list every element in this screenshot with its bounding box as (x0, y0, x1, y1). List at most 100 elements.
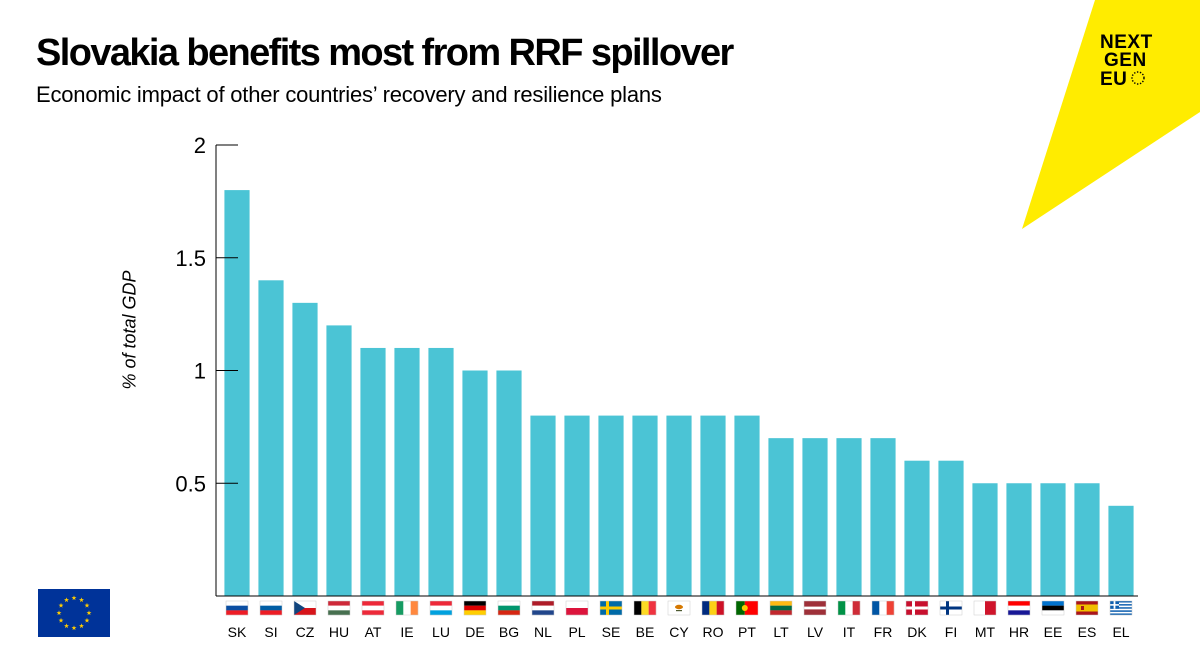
flag-pt-icon (735, 600, 759, 616)
flag-ie-icon (395, 600, 419, 616)
x-tick-label-at: AT (365, 624, 382, 640)
flag-es-icon (1075, 600, 1099, 616)
bar-cz (292, 302, 318, 596)
flag-fi-icon (939, 600, 963, 616)
flag-dk-icon (905, 600, 929, 616)
x-tick-label-hr: HR (1009, 624, 1029, 640)
logo-line-next: NEXT (1100, 32, 1153, 53)
eu-star-icon (58, 602, 64, 608)
y-tick-label: 1 (194, 359, 206, 384)
flag-mt-icon (973, 600, 997, 616)
flag-be-icon (633, 600, 657, 616)
x-tick-label-ro: RO (703, 624, 724, 640)
x-tick-label-fi: FI (945, 624, 957, 640)
flag-hr-icon (1007, 600, 1031, 616)
bar-sk (224, 190, 250, 596)
bar-lt (768, 438, 794, 596)
flag-lv-icon (803, 600, 827, 616)
bar-ro (700, 415, 726, 596)
bar-de (462, 370, 488, 596)
bar-hu (326, 325, 352, 596)
flag-nl-icon (531, 600, 555, 616)
x-tick-label-lt: LT (773, 624, 789, 640)
flag-bg-icon (497, 600, 521, 616)
logo-line-gen: GEN (1104, 50, 1147, 71)
x-tick-label-it: IT (843, 624, 856, 640)
x-tick-label-cy: CY (669, 624, 689, 640)
bar-bg (496, 370, 522, 596)
bar-hr (1006, 483, 1032, 596)
flag-cz-icon (293, 600, 317, 616)
x-tick-label-dk: DK (907, 624, 927, 640)
eu-star-icon (56, 610, 62, 616)
flag-ro-icon (701, 600, 725, 616)
bar-lu (428, 347, 454, 596)
y-tick-label: 0.5 (175, 471, 206, 496)
x-tick-label-lu: LU (432, 624, 450, 640)
x-tick-label-bg: BG (499, 624, 519, 640)
bar-cy (666, 415, 692, 596)
x-tick-label-pl: PL (568, 624, 585, 640)
x-tick-label-hu: HU (329, 624, 349, 640)
eu-star-icon (64, 623, 69, 629)
flag-se-icon (599, 600, 623, 616)
logo-line-eu: EU (1100, 69, 1128, 90)
bar-dk (904, 460, 930, 596)
x-tick-label-se: SE (602, 624, 621, 640)
x-tick-label-fr: FR (874, 624, 893, 640)
bar-at (360, 347, 386, 596)
x-tick-label-be: BE (636, 624, 655, 640)
eu-star-icon (71, 625, 77, 631)
flag-ee-icon (1041, 600, 1065, 616)
chart-subtitle: Economic impact of other countries’ reco… (36, 82, 662, 107)
bar-fi (938, 460, 964, 596)
bar-el (1108, 505, 1134, 596)
x-tick-label-sk: SK (228, 624, 247, 640)
x-tick-label-si: SI (264, 624, 277, 640)
eu-star-icon (71, 595, 77, 601)
bar-it (836, 438, 862, 596)
flag-si-icon (259, 600, 283, 616)
bar-es (1074, 483, 1100, 596)
y-tick-label: 1.5 (175, 246, 206, 271)
logo-star-circle-icon (1131, 71, 1146, 85)
eu-star-icon (58, 617, 64, 623)
eu-star-icon (79, 597, 84, 603)
flag-cy-icon (667, 600, 691, 616)
eu-flag-icon (38, 589, 110, 637)
bar-ee (1040, 483, 1066, 596)
x-tick-label-mt: MT (975, 624, 996, 640)
flag-at-icon (361, 600, 385, 616)
flag-fr-icon (871, 600, 895, 616)
x-tick-label-ee: EE (1044, 624, 1063, 640)
flag-lt-icon (769, 600, 793, 616)
chart-title: Slovakia benefits most from RRF spillove… (36, 32, 734, 74)
x-tick-label-lv: LV (807, 624, 824, 640)
bar-nl (530, 415, 556, 596)
bar-fr (870, 438, 896, 596)
eu-star-icon (86, 610, 92, 616)
eu-star-icon (79, 623, 84, 629)
bar-be (632, 415, 658, 596)
x-tick-label-pt: PT (738, 624, 756, 640)
flag-de-icon (463, 600, 487, 616)
eu-star-icon (84, 617, 90, 623)
eu-star-icon (64, 597, 69, 603)
x-tick-label-el: EL (1112, 624, 1129, 640)
x-tick-label-nl: NL (534, 624, 552, 640)
x-tick-label-ie: IE (400, 624, 413, 640)
nextgeneu-logo: NEXT GEN EU (1100, 32, 1170, 90)
x-tick-label-es: ES (1078, 624, 1097, 640)
bar-pl (564, 415, 590, 596)
eu-star-icon (84, 602, 90, 608)
y-tick-label: 2 (194, 133, 206, 158)
bar-ie (394, 347, 420, 596)
bar-lv (802, 438, 828, 596)
x-tick-label-cz: CZ (296, 624, 315, 640)
flag-it-icon (837, 600, 861, 616)
bar-se (598, 415, 624, 596)
bar-si (258, 280, 284, 596)
bar-mt (972, 483, 998, 596)
flag-hu-icon (327, 600, 351, 616)
